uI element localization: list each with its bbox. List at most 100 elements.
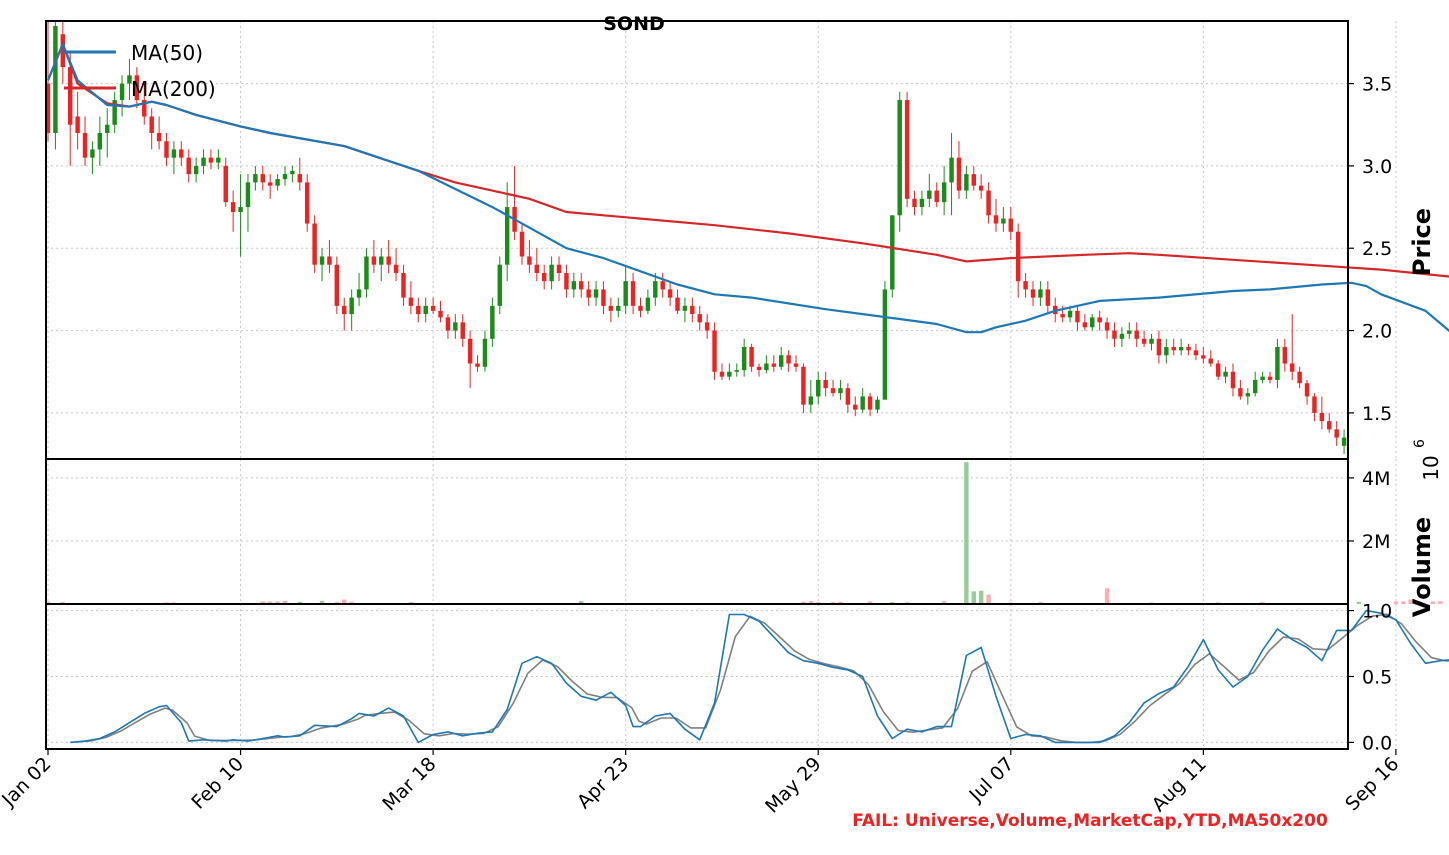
volume-bar — [1401, 601, 1406, 604]
moving-average-lines — [46, 42, 1449, 334]
candle-body — [179, 149, 184, 158]
candle-body — [1290, 363, 1295, 372]
candle-body — [75, 116, 80, 133]
candle-body — [564, 272, 569, 290]
volume-bar — [1415, 601, 1421, 604]
x-tick-label: Sep 16 — [1341, 753, 1403, 815]
candle-body — [275, 179, 280, 186]
candle-body — [601, 289, 606, 306]
candle-body — [971, 174, 976, 186]
volume-bar — [282, 600, 288, 604]
candle-body — [867, 396, 873, 410]
y-tick-label: 0.5 — [1362, 667, 1392, 689]
candle-body — [697, 314, 702, 323]
y-tick-label: 2.5 — [1362, 238, 1392, 260]
candle-body — [1178, 347, 1184, 351]
legend-label-ma200: MA(200) — [131, 77, 216, 101]
candle-body — [1304, 383, 1310, 397]
candle-body — [423, 305, 428, 315]
candle-body — [860, 396, 865, 410]
candle-body — [1230, 371, 1236, 389]
candle-body — [712, 330, 717, 372]
volume-bar — [579, 601, 584, 604]
candle-body — [90, 149, 95, 158]
candle-body — [882, 289, 888, 400]
candle-body — [645, 297, 651, 311]
volume-bar — [801, 601, 806, 604]
candle-body — [838, 388, 843, 394]
candle-body — [823, 379, 828, 389]
candle-body — [1267, 376, 1273, 380]
candle-body — [1312, 396, 1317, 413]
candle-body — [112, 100, 117, 125]
x-tick-label: Jul 07 — [964, 753, 1018, 807]
candle-body — [497, 264, 502, 306]
candle-body — [1238, 388, 1243, 397]
candle-body — [653, 281, 658, 298]
candle-body — [1097, 317, 1102, 323]
y-tick-label: 0.0 — [1362, 732, 1392, 754]
stoch-d-line — [76, 613, 1449, 744]
volume-axis-label: Volume — [1408, 517, 1436, 617]
volume-bar — [978, 590, 984, 604]
candle-body — [978, 185, 984, 191]
candle-body — [356, 289, 362, 298]
candlesticks — [45, 21, 1347, 455]
candle-body — [1327, 421, 1332, 430]
y-tick-label: 1.0 — [1362, 601, 1392, 623]
candle-body — [467, 338, 473, 364]
candle-body — [675, 297, 680, 311]
candle-body — [830, 388, 836, 394]
volume-bar — [971, 591, 976, 604]
candle-body — [1341, 437, 1347, 446]
candle-body — [964, 174, 969, 191]
candle-body — [1075, 310, 1080, 323]
volume-bar — [260, 601, 265, 604]
volume-scale-exponent: 6 — [1412, 439, 1428, 448]
candle-body — [401, 272, 406, 298]
candle-body — [453, 322, 458, 331]
candle-body — [875, 399, 880, 410]
candle-body — [201, 157, 206, 166]
candle-body — [1023, 281, 1028, 290]
volume-bar — [1408, 599, 1413, 604]
volume-bar — [838, 601, 843, 604]
candle-body — [342, 305, 347, 315]
candle-body — [541, 272, 547, 282]
price-axis-label: Price — [1408, 208, 1436, 276]
candle-body — [1282, 347, 1288, 364]
candle-body — [460, 322, 465, 339]
volume-bar — [275, 601, 280, 604]
candle-body — [897, 100, 902, 216]
candle-body — [579, 281, 584, 290]
candle-body — [1112, 330, 1117, 339]
candle-body — [1275, 347, 1280, 380]
candle-body — [327, 256, 332, 265]
candle-body — [45, 83, 51, 133]
candle-body — [853, 404, 858, 410]
candle-body — [704, 322, 710, 331]
candle-body — [67, 67, 73, 125]
candle-body — [156, 132, 162, 142]
candle-body — [482, 338, 488, 367]
candle-body — [186, 157, 191, 175]
candle-body — [319, 256, 325, 265]
candle-body — [53, 25, 58, 133]
candle-body — [1104, 322, 1110, 331]
candle-body — [216, 157, 221, 163]
volume-bar — [1393, 601, 1399, 604]
candle-body — [238, 207, 243, 213]
candle-body — [245, 182, 251, 208]
candle-body — [282, 174, 288, 180]
volume-bar — [349, 601, 354, 604]
candle-body — [1030, 289, 1036, 298]
candle-body — [616, 305, 621, 311]
candle-body — [1127, 330, 1132, 334]
volume-bar — [319, 600, 325, 604]
candle-body — [904, 100, 910, 199]
x-tick-label: Mar 18 — [378, 753, 440, 815]
candle-body — [142, 100, 147, 117]
candle-body — [660, 281, 665, 290]
candle-body — [956, 157, 962, 191]
volume-bar — [964, 462, 969, 604]
